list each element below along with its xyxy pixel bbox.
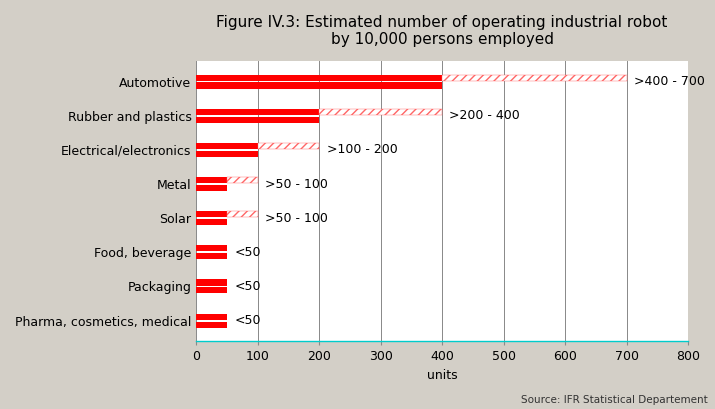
Bar [257, 143, 319, 149]
Bar [196, 245, 227, 252]
Bar [196, 211, 227, 217]
Bar [196, 177, 227, 183]
Text: <50: <50 [235, 280, 261, 293]
Bar [196, 83, 442, 89]
Bar [196, 117, 319, 123]
Bar [196, 314, 227, 320]
Bar [227, 211, 257, 217]
Bar [442, 74, 626, 81]
X-axis label: units: units [427, 369, 458, 382]
Bar [196, 288, 227, 294]
Title: Figure IV.3: Estimated number of operating industrial robot
by 10,000 persons em: Figure IV.3: Estimated number of operati… [217, 15, 668, 47]
Bar [196, 151, 257, 157]
Text: <50: <50 [235, 246, 261, 259]
Bar [196, 185, 227, 191]
Text: >50 - 100: >50 - 100 [265, 178, 328, 191]
Bar [196, 143, 257, 149]
Bar [196, 279, 227, 285]
Text: <50: <50 [235, 314, 261, 327]
Bar [196, 74, 442, 81]
Text: >200 - 400: >200 - 400 [450, 109, 521, 122]
Bar [319, 109, 442, 115]
Bar [196, 253, 227, 259]
Text: Source: IFR Statistical Departement: Source: IFR Statistical Departement [521, 395, 708, 405]
Bar [196, 219, 227, 225]
Text: >400 - 700: >400 - 700 [634, 75, 705, 88]
Text: >50 - 100: >50 - 100 [265, 212, 328, 225]
Bar [196, 321, 227, 328]
Bar [227, 177, 257, 183]
Bar [196, 109, 319, 115]
Text: >100 - 200: >100 - 200 [327, 144, 398, 156]
